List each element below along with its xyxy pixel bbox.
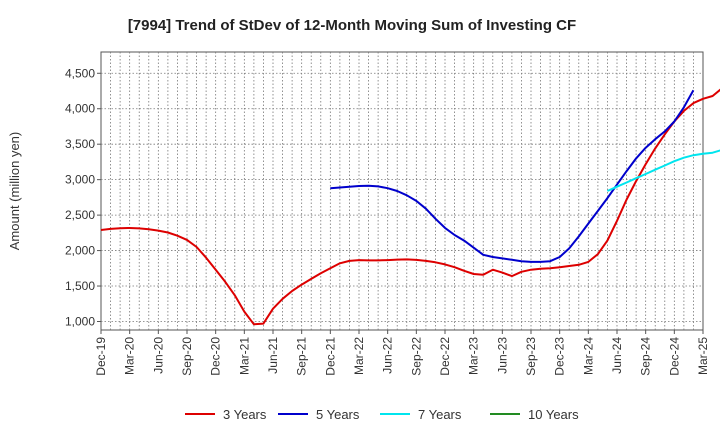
x-tick-label: Sep-22 [409, 337, 423, 376]
y-axis: 1,000 1,500 2,000 2,500 3,000 3,500 4,000 4,500 [65, 66, 101, 328]
legend-label: 5 Years [316, 407, 360, 422]
x-tick-label: Mar-21 [237, 337, 251, 375]
x-axis: Dec-19 Mar-20 Jun-20 Sep-20 Dec-20 Mar-21 Jun-… [94, 330, 710, 376]
x-tick-label: Jun-21 [266, 337, 280, 374]
x-tick-label: Mar-23 [467, 337, 481, 375]
x-tick-label: Sep-21 [295, 337, 309, 376]
plot-frame [100, 51, 704, 331]
chart-title: [7994] Trend of StDev of 12-Month Moving… [128, 17, 576, 34]
y-tick-label: 4,500 [65, 66, 95, 80]
legend-label: 3 Years [223, 407, 267, 422]
y-tick-label: 3,000 [65, 173, 95, 187]
y-tick-label: 4,000 [65, 102, 95, 116]
y-tick-label: 1,000 [65, 314, 95, 328]
legend-label: 7 Years [418, 407, 462, 422]
x-tick-label: Mar-22 [352, 337, 366, 375]
x-tick-label: Dec-20 [209, 337, 223, 376]
x-tick-label: Sep-20 [180, 337, 194, 376]
series-line-7-years [606, 149, 720, 192]
series-line-5-years [330, 89, 695, 263]
y-axis-label: Amount (million yen) [7, 132, 22, 251]
x-tick-label: Mar-25 [696, 337, 710, 375]
x-tick-label: Sep-23 [524, 337, 538, 376]
grid [101, 52, 703, 330]
x-tick-label: Jun-23 [495, 337, 509, 374]
plot-area [100, 51, 704, 331]
x-tick-label: Jun-20 [151, 337, 165, 374]
legend-label: 10 Years [528, 407, 579, 422]
x-tick-label: Dec-24 [667, 337, 681, 376]
x-tick-label: Dec-23 [553, 337, 567, 376]
y-tick-label: 2,500 [65, 208, 95, 222]
legend: 3 Years 5 Years 7 Years 10 Years [185, 407, 579, 422]
x-tick-label: Dec-19 [94, 337, 108, 376]
y-tick-label: 1,500 [65, 279, 95, 293]
x-tick-label: Mar-24 [581, 337, 595, 375]
y-tick-label: 2,000 [65, 244, 95, 258]
x-tick-label: Dec-22 [438, 337, 452, 376]
y-tick-label: 3,500 [65, 137, 95, 151]
x-tick-label: Dec-21 [323, 337, 337, 376]
series-lines [100, 88, 720, 326]
x-tick-label: Jun-24 [610, 337, 624, 374]
x-tick-label: Mar-20 [123, 337, 137, 375]
series-line-3-years [100, 88, 720, 326]
x-tick-label: Sep-24 [639, 337, 653, 376]
x-tick-label: Jun-22 [381, 337, 395, 374]
